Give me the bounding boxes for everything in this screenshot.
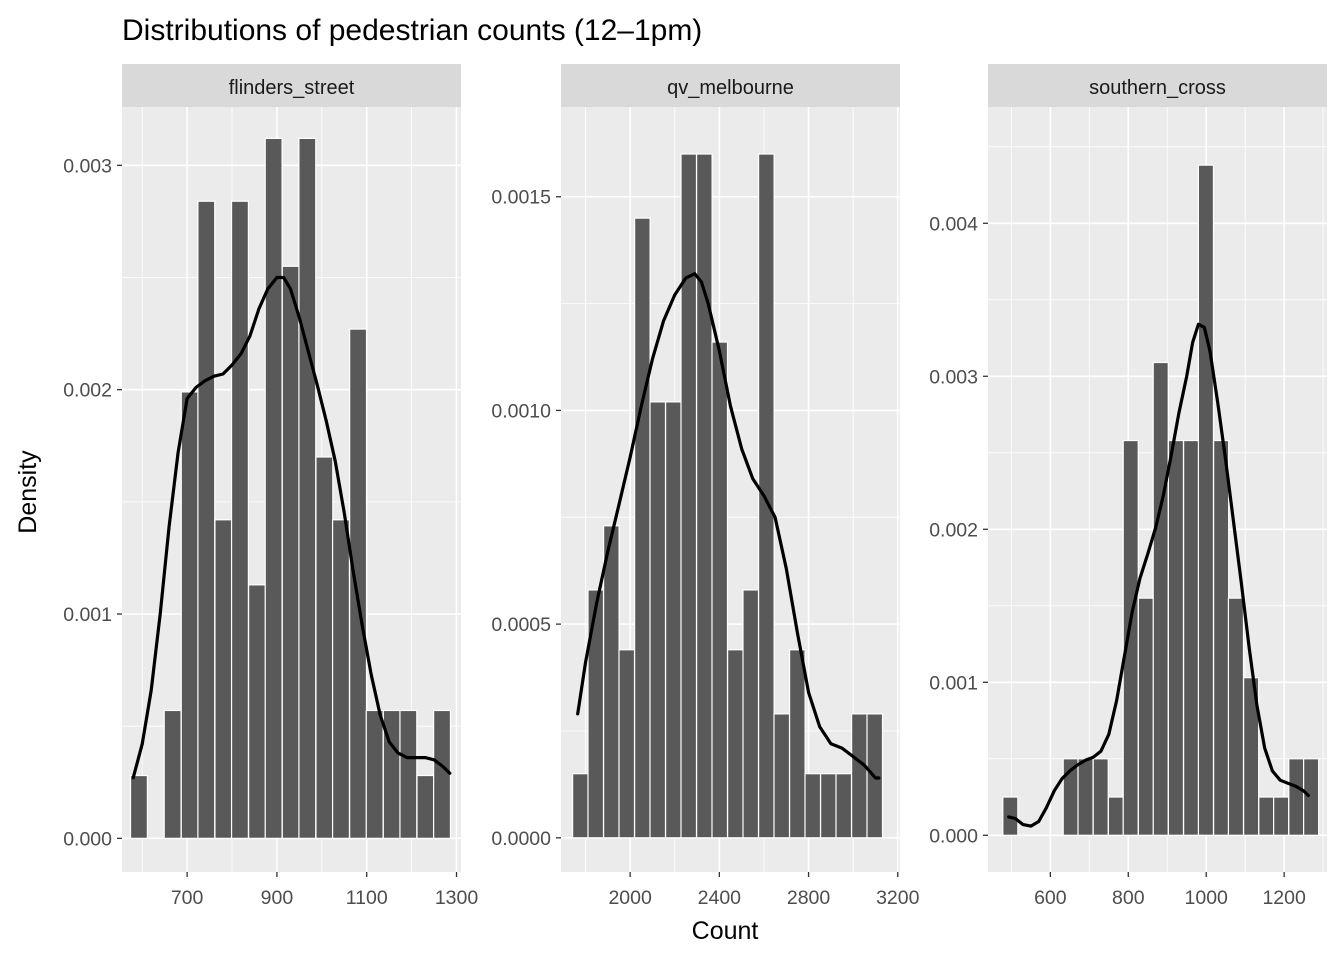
histogram-bar <box>835 773 853 839</box>
histogram-bar <box>264 137 283 839</box>
histogram-bar <box>789 649 806 839</box>
facet-strip <box>122 64 461 107</box>
histogram-bar <box>727 649 744 839</box>
histogram-bar <box>695 153 713 839</box>
x-tick-label: 700 <box>171 887 204 909</box>
density-curve <box>1007 322 1310 828</box>
histogram-bar <box>1122 439 1139 836</box>
histogram-bar <box>433 709 452 839</box>
histogram-bar <box>1092 758 1109 836</box>
x-tick-label: 2000 <box>608 887 652 909</box>
facet-strip <box>988 64 1327 107</box>
histogram-bar <box>230 200 249 839</box>
histogram-bar <box>664 401 682 839</box>
histogram-bar <box>180 391 199 839</box>
histogram-bar <box>587 589 605 839</box>
facet-flinders_street: flinders_street 0.000 0.001 0.002 0.003 700 90… <box>63 64 478 909</box>
y-tick-label: 0.003 <box>929 366 978 388</box>
histogram-bar <box>649 401 667 839</box>
y-tick-label: 0.004 <box>929 213 978 235</box>
histogram-bar <box>1213 439 1230 836</box>
y-tick-label: 0.001 <box>63 604 112 626</box>
x-tick-label: 3200 <box>876 887 920 909</box>
histogram-bar <box>1273 796 1290 836</box>
histogram-bar <box>633 217 651 839</box>
histogram-bar <box>804 773 822 839</box>
y-axis-title: Density <box>14 450 42 534</box>
y-tick-label: 0.002 <box>63 380 112 402</box>
histogram-bar <box>602 525 620 839</box>
histogram-bar <box>1183 439 1200 836</box>
histogram-bar <box>773 713 791 839</box>
x-tick-label: 1200 <box>1262 887 1306 909</box>
histogram-bar <box>214 519 233 839</box>
histogram-bar <box>399 709 418 839</box>
histogram-bar <box>758 153 775 839</box>
histogram-bar <box>349 328 368 839</box>
facet-panels: flinders_street 0.000 0.001 0.002 0.003 700 90… <box>63 64 1327 909</box>
histogram-bar <box>1152 361 1169 836</box>
facet-strip-label: flinders_street <box>229 77 355 99</box>
y-tick-label: 0.0000 <box>491 828 551 850</box>
histogram-bar <box>1167 439 1185 836</box>
histogram-bar <box>331 519 351 839</box>
histogram-bar <box>1077 758 1094 836</box>
y-tick-label: 0.0015 <box>491 187 551 209</box>
histogram-bar <box>618 649 636 839</box>
facet-strip-label: southern_cross <box>1089 77 1226 99</box>
histogram-bar <box>1303 758 1320 836</box>
histogram-bar <box>571 773 589 839</box>
x-tick-label: 600 <box>1034 887 1067 909</box>
histogram-bar <box>820 773 837 839</box>
facet-strip <box>561 64 900 107</box>
x-tick-label: 1300 <box>435 887 479 909</box>
histogram-bar <box>129 774 148 839</box>
facet-strip-label: qv_melbourne <box>667 77 794 99</box>
x-tick-label: 1100 <box>346 887 388 909</box>
histogram-bar <box>711 341 729 839</box>
x-axis-title: Count <box>692 917 759 945</box>
y-tick-label: 0.003 <box>63 155 112 177</box>
histogram-bar <box>1107 796 1125 836</box>
histogram-bar <box>281 265 300 839</box>
y-tick-label: 0.000 <box>929 825 978 847</box>
histogram-bar <box>742 589 760 839</box>
y-tick-label: 0.0005 <box>491 614 551 636</box>
y-tick-label: 0.002 <box>929 519 978 541</box>
histogram-bar <box>298 137 317 839</box>
x-tick-label: 2800 <box>787 887 831 909</box>
histogram-bar <box>163 709 182 839</box>
x-tick-label: 800 <box>1112 887 1145 909</box>
histogram-bar <box>680 153 698 839</box>
density-curve <box>131 275 452 780</box>
facet-qv_melbourne: qv_melbourne 0.0000 0.0005 0.0010 0.0015 2000… <box>491 64 920 909</box>
histogram-bar <box>1197 164 1215 836</box>
histogram-bar <box>365 709 384 839</box>
histogram-bar <box>197 200 216 839</box>
histogram-bar <box>851 713 868 839</box>
histogram-bar <box>416 774 435 839</box>
histogram-bar <box>1258 796 1275 836</box>
histogram-bar <box>1227 597 1245 836</box>
histogram-bar <box>315 456 334 839</box>
histogram-bar <box>1288 758 1305 836</box>
y-tick-label: 0.000 <box>63 828 112 850</box>
chart-title: Distributions of pedestrian counts (12–1… <box>122 14 702 47</box>
density-curve <box>576 272 881 780</box>
y-tick-label: 0.0010 <box>491 400 551 422</box>
x-tick-label: 900 <box>261 887 294 909</box>
histogram-bar <box>1243 677 1260 836</box>
histogram-bar <box>1137 597 1155 836</box>
x-tick-label: 2400 <box>698 887 742 909</box>
facet-southern_cross: southern_cross 0.000 0.001 0.002 0.003 0.004 6… <box>929 64 1327 909</box>
y-tick-label: 0.001 <box>929 672 978 694</box>
x-tick-label: 1000 <box>1185 887 1229 909</box>
histogram-bar <box>248 584 267 839</box>
